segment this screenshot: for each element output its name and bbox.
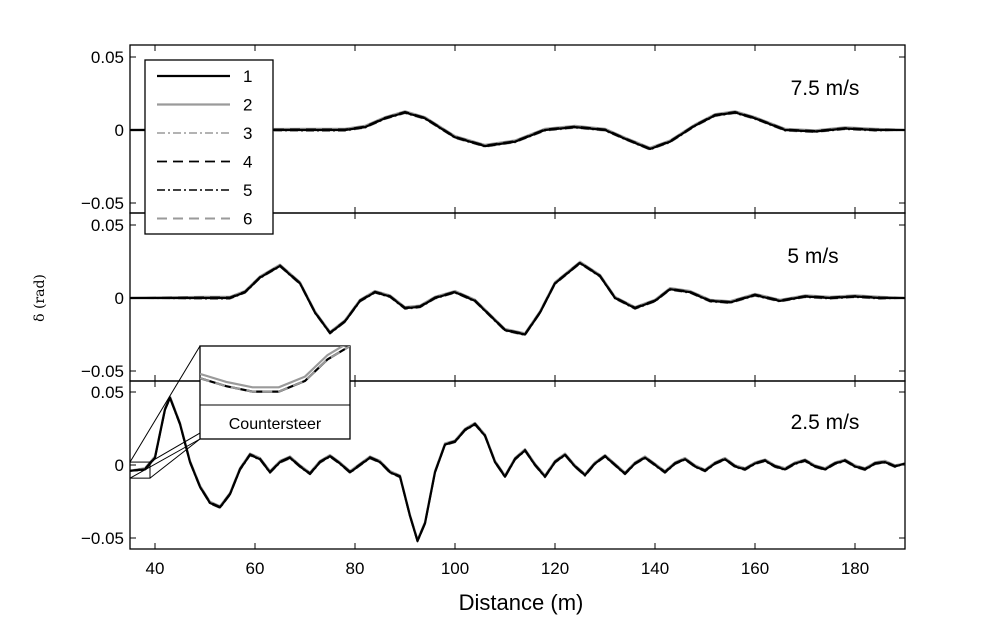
inset-lines [200, 346, 350, 393]
legend-label-5: 5 [243, 181, 252, 200]
series-line-5 [130, 262, 905, 336]
legend: 1 2 3 4 5 6 [144, 59, 274, 235]
countersteer-inset: Countersteer [129, 345, 351, 479]
y-axis-label: δ (rad) [32, 274, 48, 322]
x-tick-label: 60 [246, 559, 265, 578]
inset-connector [149, 438, 201, 479]
y-tick-label: −0.05 [81, 529, 124, 548]
panel-3-lines [130, 395, 905, 543]
y-tick-label: −0.05 [81, 362, 124, 381]
panel-1-speed-label: 7.5 m/s [791, 77, 860, 100]
legend-label-3: 3 [243, 124, 252, 143]
series-line-5 [130, 397, 905, 543]
y-tick-label: 0.05 [91, 48, 124, 67]
inset-connector [129, 345, 201, 463]
panel-1-lines [130, 110, 905, 151]
y-tick-label: 0 [115, 456, 124, 475]
y-tick-label: 0.05 [91, 383, 124, 402]
y-tick-label: 0 [115, 121, 124, 140]
inset-label: Countersteer [229, 416, 322, 433]
x-tick-label: 140 [641, 559, 669, 578]
x-tick-label: 120 [541, 559, 569, 578]
legend-label-6: 6 [243, 210, 252, 229]
inset-source-box [129, 461, 151, 479]
series-line-5 [130, 112, 905, 151]
panel-2-speed-label: 5 m/s [787, 245, 838, 268]
x-tick-label: 180 [841, 559, 869, 578]
panel-2-lines [130, 260, 905, 337]
x-tick-label: 40 [146, 559, 165, 578]
panel-2: 0.05 0 −0.05 [81, 212, 906, 382]
legend-box [144, 59, 274, 235]
inset-series-line-2 [200, 346, 345, 389]
panel-3-speed-label: 2.5 m/s [791, 411, 860, 434]
x-axis-label: Distance (m) [459, 590, 584, 615]
panels: 0.05 0 −0.05 0.05 0 −0.05 0.05 0 −0.05 40 60 80 100 1… [81, 44, 906, 578]
x-tick-label: 100 [441, 559, 469, 578]
inset-connector [129, 438, 201, 479]
inset-series-line-6 [200, 346, 350, 393]
panel-1: 0.05 0 −0.05 [81, 44, 906, 214]
series-line-2 [130, 260, 905, 335]
y-tick-label: 0 [115, 289, 124, 308]
panel-3: 0.05 0 −0.05 [81, 380, 906, 550]
series-line-4 [130, 261, 905, 335]
y-tick-label: −0.05 [81, 194, 124, 213]
x-tick-label: 80 [346, 559, 365, 578]
series-line-4 [130, 111, 905, 150]
legend-label-4: 4 [243, 153, 252, 172]
y-tick-label: 0.05 [91, 216, 124, 235]
legend-label-1: 1 [243, 67, 252, 86]
x-tick-label: 160 [741, 559, 769, 578]
legend-label-2: 2 [243, 96, 252, 115]
